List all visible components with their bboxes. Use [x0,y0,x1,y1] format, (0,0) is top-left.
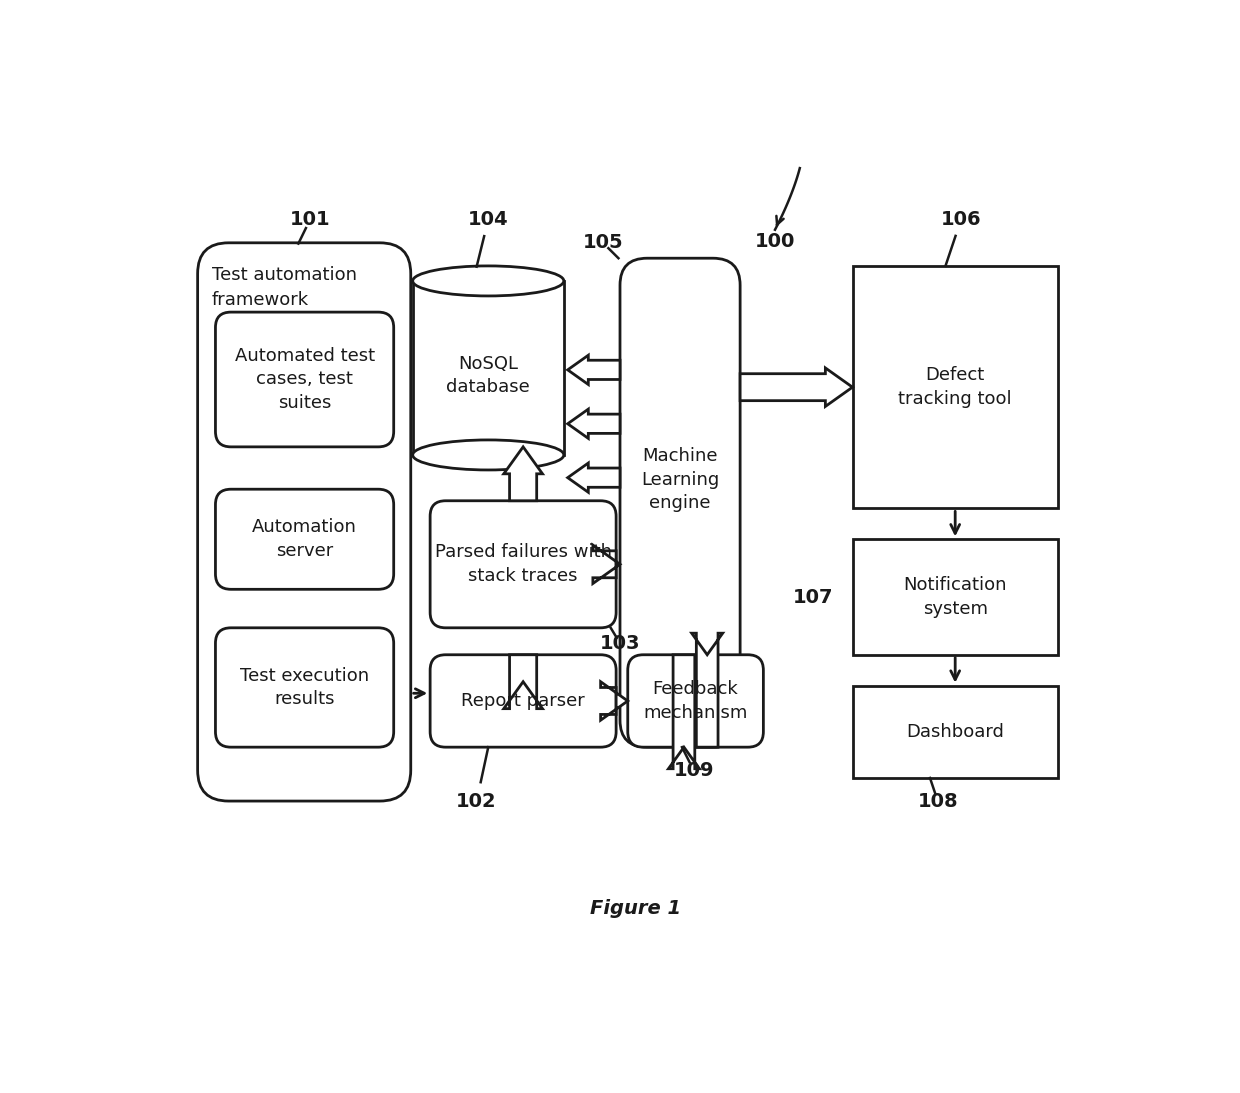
Text: 104: 104 [467,210,508,230]
FancyBboxPatch shape [197,243,410,801]
FancyBboxPatch shape [620,258,740,748]
FancyBboxPatch shape [430,501,616,627]
Text: 101: 101 [290,210,330,230]
Polygon shape [692,633,723,748]
Bar [853,539,1058,655]
Ellipse shape [413,439,564,470]
FancyBboxPatch shape [216,627,394,748]
Text: 106: 106 [941,210,981,230]
Text: Test execution
results: Test execution results [241,667,370,708]
FancyBboxPatch shape [430,655,616,748]
Bar [853,685,1058,778]
Text: 100: 100 [755,232,795,250]
Text: 107: 107 [792,588,833,607]
FancyBboxPatch shape [216,313,394,447]
Polygon shape [740,368,853,407]
Polygon shape [593,545,620,584]
Text: NoSQL
database: NoSQL database [446,355,531,397]
Text: Notification
system: Notification system [904,576,1007,618]
Ellipse shape [413,266,564,296]
Text: 105: 105 [583,233,624,252]
Text: Automation
server: Automation server [252,518,357,560]
Text: Test automation
framework: Test automation framework [212,266,357,309]
Text: 103: 103 [600,634,640,653]
Text: Machine
Learning
engine: Machine Learning engine [641,447,719,513]
Text: 108: 108 [918,791,959,811]
Polygon shape [568,355,620,385]
Bar [853,266,1058,508]
Polygon shape [503,655,543,708]
Polygon shape [668,655,699,768]
Polygon shape [503,447,543,501]
Polygon shape [600,682,627,720]
Text: Dashboard: Dashboard [906,722,1004,741]
Bar [413,281,564,455]
Text: Figure 1: Figure 1 [590,900,681,918]
Text: Report parser: Report parser [461,692,585,710]
Text: Parsed failures with
stack traces: Parsed failures with stack traces [435,543,611,585]
Ellipse shape [413,266,564,296]
Polygon shape [568,409,620,438]
Text: Defect
tracking tool: Defect tracking tool [898,366,1012,408]
FancyBboxPatch shape [216,490,394,589]
Text: Feedback
mechanism: Feedback mechanism [644,680,748,721]
Text: 102: 102 [456,791,497,811]
FancyBboxPatch shape [627,655,764,748]
Text: 109: 109 [673,761,714,779]
Text: Automated test
cases, test
suites: Automated test cases, test suites [234,346,374,412]
Polygon shape [568,463,620,492]
